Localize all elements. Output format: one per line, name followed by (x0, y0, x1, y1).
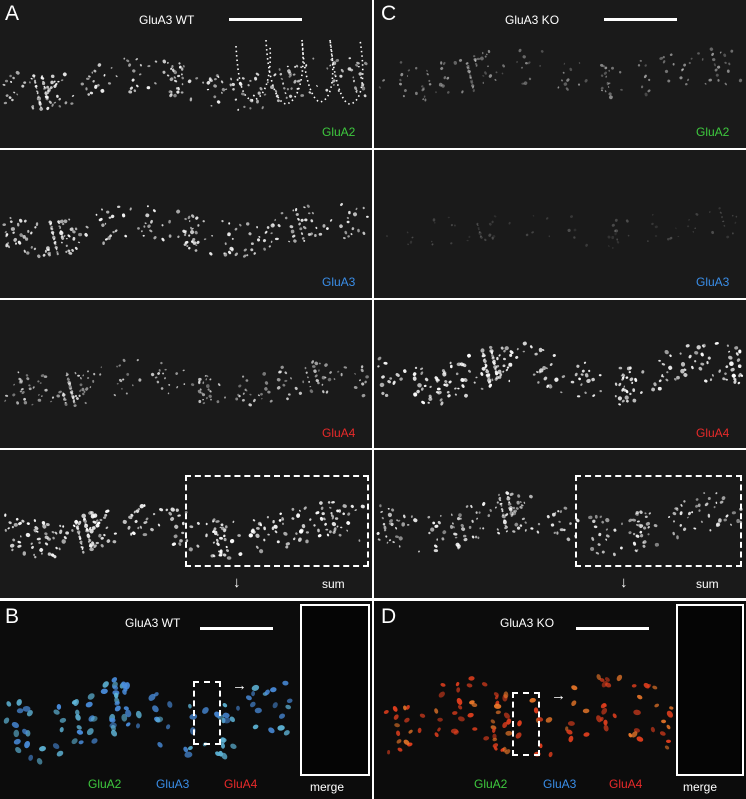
panel-a-title: GluA3 WT (139, 13, 195, 27)
hair-cell-outlines (235, 39, 364, 105)
panel-b-channel-gluA3: GluA3 (156, 777, 190, 791)
panel-c-row-gluA3 (374, 150, 746, 298)
panel-c-label-gluA3: GluA3 (696, 275, 730, 289)
panel-c-title: GluA3 KO (505, 13, 560, 27)
panel-a-roi-box (185, 475, 369, 567)
panel-a-label-gluA3: GluA3 (322, 275, 356, 289)
panel-b-channel-gluA2: GluA2 (88, 777, 122, 791)
panel-a-letter: A (5, 2, 20, 25)
panel-b-title: GluA3 WT (125, 616, 181, 630)
panel-b-inset-label: merge (310, 780, 345, 794)
panel-c-label-sum: sum (696, 577, 719, 591)
panel-a-arrow-icon: ↓ (233, 574, 241, 591)
panel-c-arrow-icon: ↓ (620, 574, 628, 591)
panel-c-roi-box (575, 475, 742, 567)
panel-d-merge-inset (676, 604, 744, 776)
panel-c-scale-bar (604, 18, 677, 21)
panel-d-scale-bar (576, 627, 649, 630)
panel-a-row-gluA3 (0, 150, 372, 298)
panel-d-roi-box (512, 692, 540, 756)
panel-d-letter: D (381, 605, 397, 628)
panel-c-letter: C (381, 2, 397, 25)
panel-d-title: GluA3 KO (500, 616, 555, 630)
panel-c-row-sum (374, 450, 746, 598)
panel-b-channel-gluA4: GluA4 (224, 777, 258, 791)
panel-d-arrow-icon: → (551, 687, 566, 704)
panel-a-label-sum: sum (322, 577, 345, 591)
panel-d-channel-gluA3: GluA3 (543, 777, 577, 791)
panel-a-scale-bar (229, 18, 302, 21)
panel-b-arrow-icon: → (232, 677, 247, 694)
panel-b-scale-bar (200, 627, 273, 630)
panel-c-label-gluA4: GluA4 (696, 426, 730, 440)
panel-b-roi-box (193, 681, 221, 745)
panel-a-row-gluA2 (0, 0, 372, 148)
panel-c-label-gluA2: GluA2 (696, 125, 730, 139)
panel-c-row-gluA2 (374, 0, 746, 148)
panel-d-channel-gluA4: GluA4 (609, 777, 643, 791)
panel-a-label-gluA2: GluA2 (322, 125, 356, 139)
panel-a-label-gluA4: GluA4 (322, 426, 356, 440)
panel-b-merge-inset (300, 604, 370, 776)
panel-a-row-gluA4 (0, 300, 372, 448)
panel-d-inset-label: merge (683, 780, 718, 794)
panel-b-letter: B (5, 605, 20, 628)
panel-d-channel-gluA2: GluA2 (474, 777, 508, 791)
